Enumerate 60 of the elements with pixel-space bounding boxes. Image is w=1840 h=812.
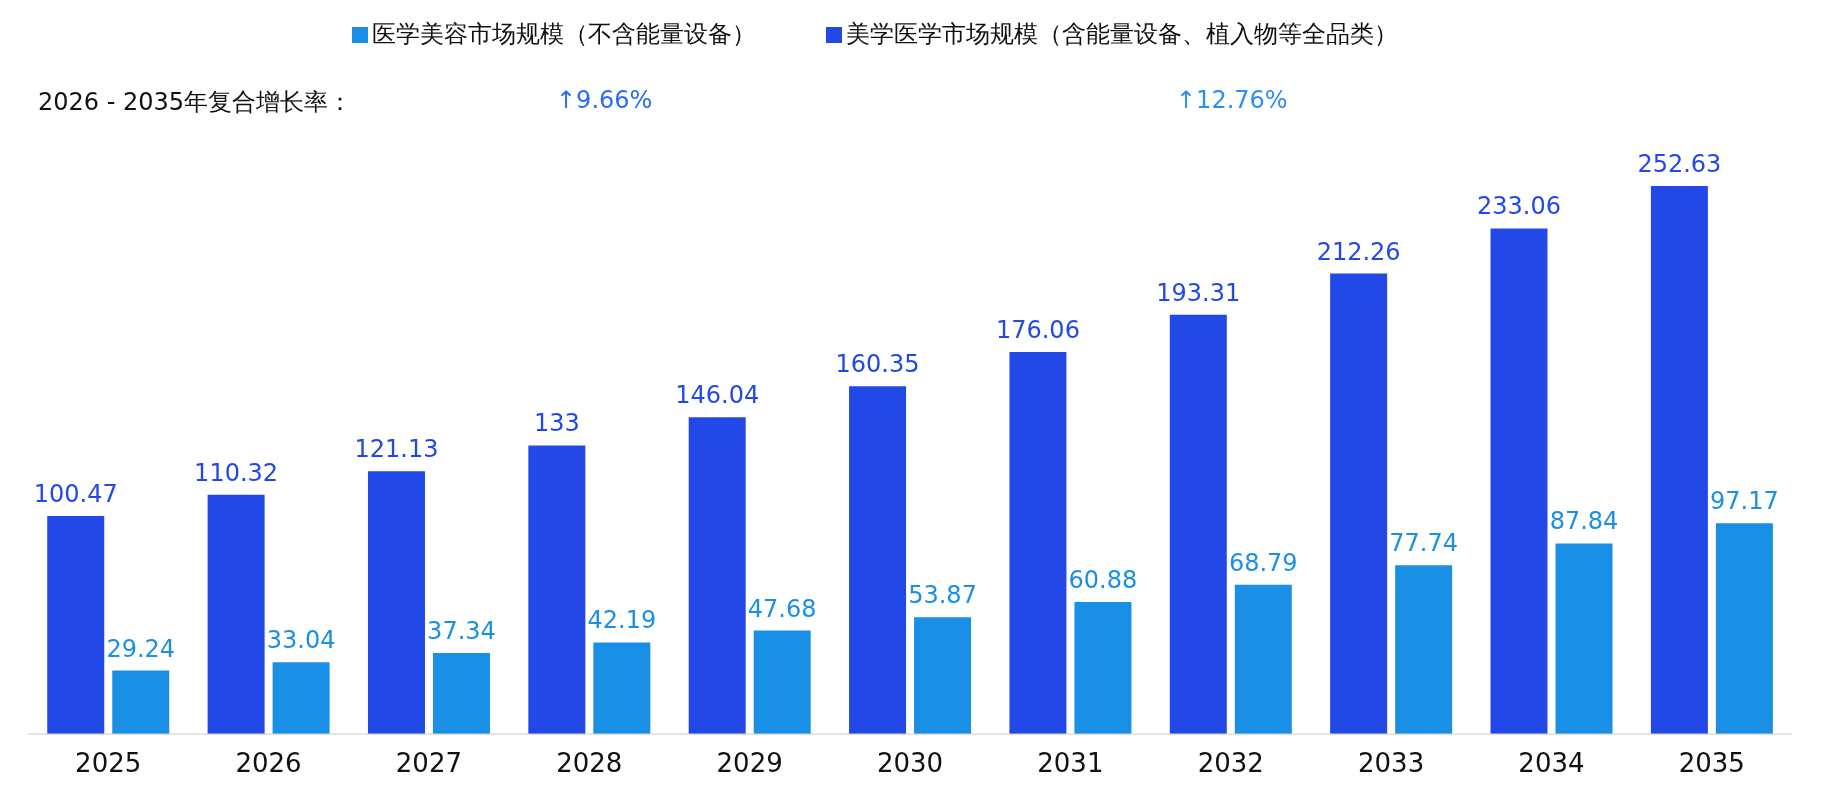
- data-label: 133: [533, 409, 580, 438]
- x-tick-label: 2029: [716, 748, 783, 779]
- data-label: 97.17: [1710, 487, 1779, 516]
- legend-label: 医学美容市场规模（不含能量设备）: [372, 20, 756, 48]
- data-label: 77.74: [1389, 529, 1459, 558]
- data-label: 252.63: [1637, 149, 1722, 178]
- bar: [688, 417, 746, 734]
- data-label: 212.26: [1316, 237, 1401, 266]
- bar: [1009, 352, 1067, 734]
- bar: [1234, 584, 1292, 734]
- x-tick-label: 2033: [1358, 748, 1425, 779]
- data-label: 53.87: [908, 581, 977, 610]
- data-label: 42.19: [587, 606, 657, 635]
- bar: [1490, 228, 1548, 734]
- bar: [1395, 565, 1453, 734]
- data-label: 37.34: [427, 617, 496, 645]
- data-label: 233.06: [1477, 192, 1562, 221]
- bar: [753, 630, 811, 734]
- x-tick-label: 2034: [1518, 748, 1585, 779]
- bar: [112, 670, 170, 734]
- x-tick-label: 2028: [556, 748, 623, 779]
- x-tick-label: 2031: [1037, 748, 1104, 779]
- data-label: 193.31: [1156, 278, 1241, 307]
- text: ↑9.66%: [556, 86, 653, 114]
- data-label: 176.06: [995, 316, 1080, 345]
- data-label: 33.04: [266, 626, 336, 655]
- bar: [1169, 314, 1227, 734]
- bar: [367, 471, 425, 734]
- text: ↑12.76%: [1176, 86, 1288, 114]
- bar: [47, 516, 105, 734]
- data-label: 146.04: [675, 381, 760, 410]
- x-tick-label: 2025: [75, 748, 142, 779]
- data-label: 160.35: [835, 350, 920, 379]
- bar: [1074, 601, 1132, 734]
- text: 2026 - 2035年复合增长率：: [38, 87, 353, 118]
- bar: [272, 662, 330, 734]
- bar: [914, 617, 972, 734]
- data-label: 68.79: [1228, 548, 1298, 577]
- legend-label: 美学医学市场规模（含能量设备、植入物等全品类）: [846, 20, 1398, 48]
- x-tick-label: 2030: [876, 748, 944, 779]
- data-label: 100.47: [33, 480, 118, 509]
- bar: [849, 386, 907, 734]
- x-tick-label: 2035: [1678, 748, 1745, 779]
- data-label: 47.68: [747, 594, 817, 623]
- bar: [593, 642, 651, 734]
- x-tick-label: 2032: [1197, 748, 1264, 779]
- data-label: 87.84: [1549, 507, 1619, 536]
- data-label: 121.13: [354, 435, 439, 464]
- data-label: 110.32: [194, 458, 279, 487]
- bar: [528, 445, 586, 734]
- bar: [1555, 543, 1613, 734]
- x-tick-label: 2026: [235, 748, 302, 779]
- bar: [432, 653, 490, 734]
- x-tick-label: 2027: [395, 748, 462, 779]
- bar: [207, 494, 265, 734]
- bar: [1330, 273, 1388, 734]
- bar: [1650, 185, 1708, 734]
- data-label: 60.88: [1068, 565, 1138, 594]
- bar: [1715, 523, 1773, 734]
- data-label: 29.24: [106, 634, 176, 663]
